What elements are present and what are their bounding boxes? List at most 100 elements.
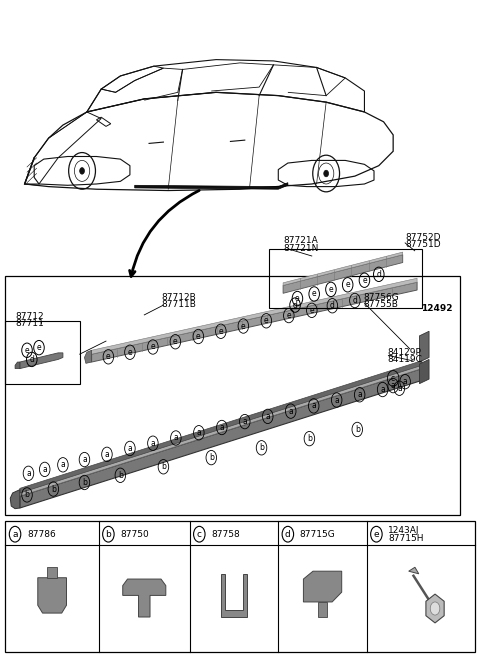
Text: a: a [151, 439, 155, 447]
Text: c: c [391, 374, 395, 383]
Text: a: a [380, 385, 385, 394]
Text: a: a [288, 407, 293, 416]
Text: e: e [362, 276, 367, 285]
Text: e: e [287, 311, 291, 320]
Text: 1243AJ: 1243AJ [388, 526, 420, 535]
Text: e: e [196, 332, 201, 341]
Text: e: e [106, 352, 111, 361]
Text: 87721N: 87721N [283, 243, 318, 253]
Text: 87752D: 87752D [405, 233, 441, 242]
Circle shape [80, 168, 84, 174]
Text: 84119C: 84119C [387, 355, 422, 364]
Polygon shape [48, 567, 57, 578]
Text: a: a [242, 417, 247, 426]
Polygon shape [92, 278, 417, 354]
Text: 87786: 87786 [27, 529, 56, 539]
Polygon shape [318, 602, 327, 617]
Text: a: a [60, 461, 65, 469]
Text: e: e [151, 342, 155, 352]
Text: 87712B: 87712B [161, 293, 196, 302]
Text: b: b [259, 443, 264, 452]
Text: e: e [24, 346, 29, 355]
Text: d: d [352, 296, 357, 305]
Polygon shape [283, 255, 403, 293]
Polygon shape [20, 353, 63, 369]
Text: e: e [310, 306, 314, 315]
Text: a: a [391, 381, 396, 390]
Polygon shape [123, 579, 166, 617]
Text: 87712: 87712 [15, 312, 44, 321]
Text: 84129P: 84129P [387, 348, 421, 357]
Text: a: a [128, 444, 132, 453]
Polygon shape [426, 594, 444, 623]
Text: 87756G: 87756G [363, 293, 399, 302]
Text: 87715G: 87715G [300, 529, 336, 539]
Text: a: a [265, 412, 270, 421]
Text: b: b [161, 462, 166, 471]
Text: 87711B: 87711B [161, 300, 196, 309]
Text: a: a [334, 396, 339, 405]
Text: e: e [128, 348, 132, 357]
Polygon shape [420, 331, 429, 362]
Text: d: d [330, 301, 335, 310]
Polygon shape [38, 578, 67, 613]
Polygon shape [20, 361, 422, 493]
Text: a: a [173, 434, 178, 443]
Text: e: e [329, 285, 333, 294]
Circle shape [324, 171, 328, 176]
Text: e: e [346, 280, 350, 289]
Text: e: e [373, 529, 379, 539]
Text: b: b [355, 425, 360, 434]
Text: b: b [24, 491, 29, 499]
Text: 87750: 87750 [120, 529, 149, 539]
Polygon shape [20, 362, 422, 496]
Text: d: d [285, 529, 291, 539]
Polygon shape [303, 571, 342, 602]
Text: e: e [241, 321, 246, 331]
Text: e: e [36, 343, 41, 352]
Text: c: c [197, 529, 202, 539]
Text: a: a [82, 455, 87, 464]
Text: a: a [219, 423, 224, 432]
Text: 87758: 87758 [211, 529, 240, 539]
Text: a: a [397, 384, 402, 393]
Text: e: e [264, 316, 269, 325]
Text: 87755B: 87755B [363, 300, 398, 309]
Polygon shape [15, 362, 20, 369]
Polygon shape [221, 574, 247, 617]
Text: b: b [51, 485, 56, 493]
Text: a: a [42, 465, 47, 474]
Text: e: e [312, 289, 316, 298]
Text: e: e [173, 337, 178, 346]
Text: 87751D: 87751D [405, 240, 441, 249]
Text: b: b [209, 453, 214, 462]
Text: 87721A: 87721A [283, 236, 318, 245]
Text: 87711: 87711 [15, 319, 44, 328]
Text: e: e [295, 294, 300, 303]
Text: a: a [105, 450, 109, 459]
Text: b: b [106, 529, 111, 539]
Text: 12492: 12492 [421, 304, 453, 313]
Polygon shape [92, 282, 417, 362]
Polygon shape [135, 182, 288, 189]
Text: a: a [357, 390, 362, 400]
Polygon shape [283, 252, 403, 285]
Polygon shape [20, 369, 422, 508]
Text: e: e [218, 327, 223, 336]
Text: d: d [293, 300, 298, 310]
Text: b: b [82, 478, 87, 487]
Text: d: d [29, 355, 34, 364]
Circle shape [430, 602, 440, 615]
Text: b: b [118, 471, 123, 480]
Polygon shape [420, 359, 429, 384]
Text: 87715H: 87715H [388, 534, 424, 543]
Text: a: a [403, 377, 408, 386]
Text: a: a [26, 469, 31, 478]
Text: d: d [376, 270, 381, 279]
Text: a: a [312, 401, 316, 411]
Text: a: a [196, 428, 201, 438]
Polygon shape [408, 567, 419, 574]
Polygon shape [10, 489, 20, 508]
Text: a: a [12, 529, 18, 539]
Text: b: b [307, 434, 312, 443]
